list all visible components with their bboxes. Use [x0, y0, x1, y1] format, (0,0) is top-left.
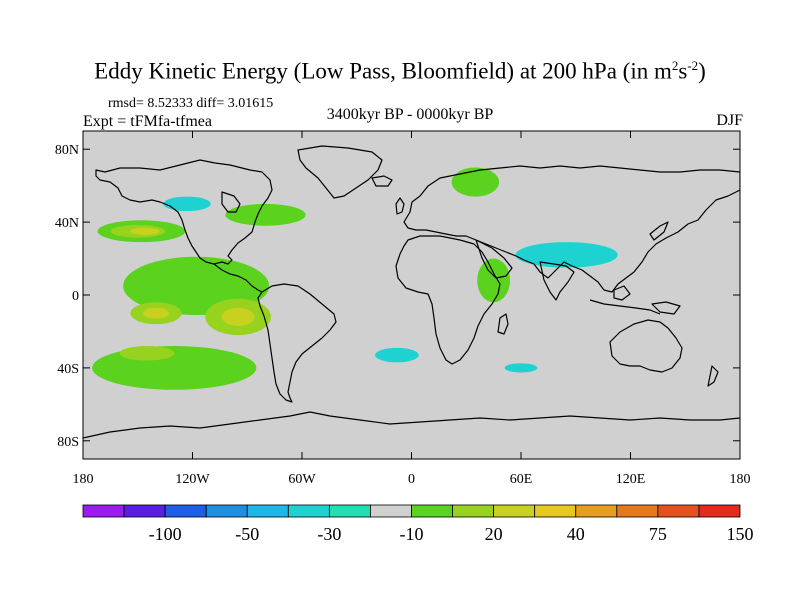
coast-arabia — [475, 239, 513, 279]
longitude-axis: 180 120W 60W 0 60E 120E 180 — [73, 131, 751, 487]
colorbar-label: -50 — [235, 524, 259, 544]
coast-north-america — [95, 159, 273, 265]
colorbar-swatch — [698, 504, 741, 518]
colorbar-swatch — [657, 504, 700, 518]
lon-tick-label: 60E — [510, 472, 533, 487]
anomaly-region-16 — [504, 363, 538, 373]
colorbar-swatch — [287, 504, 330, 518]
coast-iceland — [371, 175, 393, 187]
coast-australia — [609, 319, 683, 373]
colorbar-swatch — [575, 504, 618, 518]
colorbar-swatch — [164, 504, 207, 518]
colorbar-swatch — [411, 504, 453, 518]
anomaly-region-7 — [221, 307, 255, 326]
anomaly-region-15 — [375, 347, 419, 363]
colorbar-label: -10 — [400, 524, 424, 544]
colorbar-swatch — [123, 504, 166, 518]
lon-tick-label: 180 — [73, 472, 94, 487]
anomaly-region-13 — [451, 167, 500, 197]
colorbar-label: -100 — [149, 524, 182, 544]
anomaly-region-11 — [163, 196, 211, 212]
anomaly-region-8 — [92, 346, 257, 390]
coast-new-guinea — [651, 301, 681, 315]
coast-borneo — [613, 285, 631, 301]
title-sup-2: -2 — [687, 58, 699, 73]
coast-japan — [649, 221, 669, 241]
colorbar-label: 150 — [727, 524, 754, 544]
colorbar-swatch — [205, 504, 248, 518]
lat-tick-label: 80N — [55, 143, 79, 158]
title-mid: s — [678, 58, 688, 84]
anomaly-region-2 — [130, 227, 160, 235]
lat-tick-label: 80S — [57, 435, 79, 450]
colorbar-swatch — [328, 504, 371, 518]
coastlines — [83, 145, 740, 439]
stats-label: rmsd= 8.52333 diff= 3.01615 — [108, 96, 274, 111]
coast-antarctica — [83, 411, 740, 439]
colorbar-label: 75 — [649, 524, 667, 544]
coast-indonesia — [589, 299, 661, 315]
anomaly-region-9 — [119, 346, 175, 361]
colorbar-swatch — [82, 504, 125, 518]
coast-central-america — [213, 263, 263, 293]
coast-new-zealand — [707, 365, 719, 387]
coast-uk — [395, 197, 405, 215]
title-main: Eddy Kinetic Energy (Low Pass, Bloomfiel… — [94, 58, 672, 84]
latitude-axis: 80N 40N 0 40S 80S — [55, 143, 740, 450]
coast-india — [539, 261, 575, 301]
colorbar-label: 20 — [485, 524, 503, 544]
experiment-label: Expt = tFMfa-tfmea — [83, 113, 212, 130]
season-label: DJF — [716, 112, 743, 129]
title-end: ) — [698, 58, 706, 84]
lon-tick-label: 0 — [408, 472, 415, 487]
lon-tick-label: 60W — [288, 472, 316, 487]
colorbar: -100 -50 -30 -10 20 40 75 150 — [82, 504, 754, 544]
lon-tick-label: 120E — [616, 472, 646, 487]
title-sup-1: 2 — [671, 58, 679, 73]
coast-hudson-bay — [221, 191, 241, 213]
anomaly-region-14 — [515, 242, 618, 268]
coast-africa — [395, 235, 501, 365]
colorbar-swatch — [493, 504, 536, 518]
colorbar-swatch — [616, 504, 659, 518]
anomaly-regions — [92, 167, 618, 390]
anomaly-region-6 — [143, 307, 169, 319]
colorbar-label: 40 — [567, 524, 585, 544]
coast-south-america — [257, 283, 337, 403]
lat-tick-label: 40N — [55, 216, 79, 231]
coast-greenland — [297, 145, 383, 199]
figure-title: Eddy Kinetic Energy (Low Pass, Bloomfiel… — [0, 58, 800, 85]
colorbar-swatch — [534, 504, 577, 518]
colorbar-swatch — [370, 504, 412, 518]
lon-tick-label: 120W — [175, 472, 210, 487]
colorbar-swatch — [246, 504, 289, 518]
lat-tick-label: 40S — [57, 362, 79, 377]
lat-tick-label: 0 — [72, 289, 79, 304]
period-label: 3400kyr BP - 0000kyr BP — [326, 106, 494, 123]
lon-tick-label: 180 — [730, 472, 751, 487]
coast-madagascar — [497, 313, 509, 335]
anomaly-region-10 — [225, 203, 306, 226]
colorbar-swatch — [452, 504, 495, 518]
coast-eurasia — [403, 165, 740, 293]
colorbar-label: -30 — [317, 524, 341, 544]
anomaly-region-12 — [477, 258, 511, 303]
